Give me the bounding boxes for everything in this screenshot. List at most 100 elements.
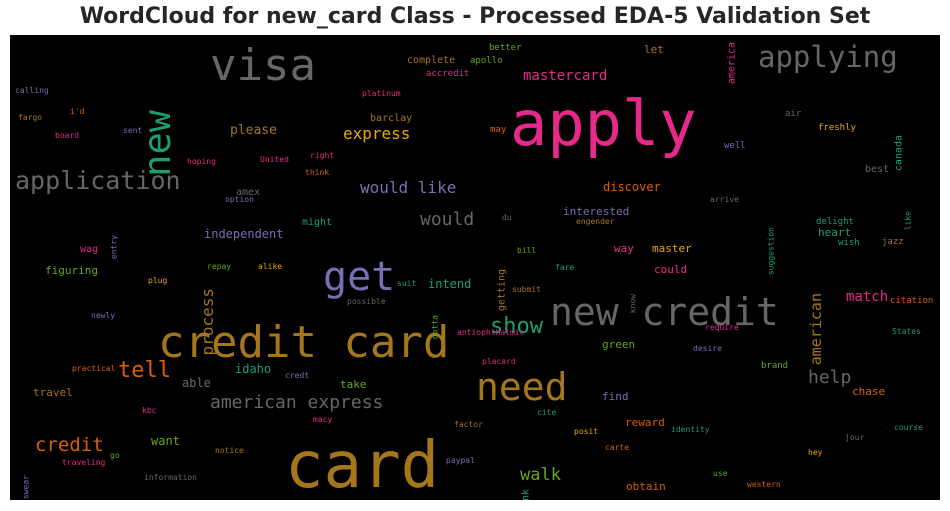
word-go: go: [110, 451, 120, 460]
word-option: option: [225, 195, 254, 204]
word-figuring: figuring: [45, 264, 98, 277]
word-amex: amex: [236, 187, 260, 198]
word-walk: walk: [520, 465, 561, 485]
wordcloud-canvas: card apply credit card new credit visa get nee…: [10, 35, 940, 500]
word-accredit: accredit: [426, 69, 469, 79]
word-engender: engender: [576, 217, 615, 226]
word-swear: swear: [22, 475, 31, 499]
word-america: america: [726, 42, 737, 84]
word-process: process: [198, 288, 217, 355]
word-mastercard: mastercard: [523, 68, 607, 84]
word-could: could: [654, 263, 687, 276]
word-kbc: kbc: [142, 406, 157, 415]
word-independent: independent: [204, 227, 283, 241]
word-repay: repay: [207, 262, 231, 271]
word-posit: posit: [574, 427, 598, 436]
word-apollo: apollo: [470, 56, 503, 66]
word-obtain: obtain: [626, 480, 666, 493]
word-getting: getting: [496, 269, 507, 311]
word-united: United: [260, 155, 289, 164]
word-reward: reward: [625, 416, 665, 429]
word-information: information: [144, 473, 197, 482]
word-practical: practical: [72, 364, 116, 373]
word-board: board: [55, 131, 79, 140]
word-let: let: [644, 43, 664, 56]
word-american-express: american express: [210, 392, 383, 413]
word-desire: desire: [693, 344, 722, 353]
word-hoping: hoping: [187, 157, 216, 166]
word-platinum: platinum: [362, 89, 401, 98]
word-du: du: [502, 213, 512, 222]
word-newly: newly: [91, 311, 115, 320]
word-card: card: [285, 429, 439, 500]
word-calling: calling: [15, 86, 49, 95]
word-best: best: [865, 164, 889, 175]
word-plug: plug: [148, 276, 167, 285]
word-citation: citation: [890, 296, 933, 306]
word-travel: travel: [33, 386, 73, 399]
word-suit: suit: [397, 279, 416, 288]
word-factor: factor: [454, 420, 483, 429]
word-arrive: arrive: [710, 195, 739, 204]
word-way: way: [614, 242, 634, 255]
word-new-credit: new credit: [550, 290, 779, 334]
word-barclay: barclay: [370, 113, 412, 124]
word-wish: wish: [838, 238, 860, 248]
word-macy: macy: [313, 415, 332, 424]
word-apply: apply: [510, 87, 697, 160]
word-new: new: [136, 109, 179, 177]
word-need: need: [476, 365, 568, 409]
word-like: like: [904, 211, 913, 230]
word-traveling: traveling: [62, 458, 106, 467]
word-visa: visa: [210, 40, 316, 91]
word-interested: interested: [563, 205, 629, 218]
word-jour: jour: [845, 433, 864, 442]
word-states: States: [892, 327, 921, 336]
word-intend: intend: [428, 277, 471, 291]
word-alike: alike: [258, 262, 282, 271]
word-credt: credt: [285, 371, 309, 380]
word-antiophthalmic: antiophthalmic: [457, 328, 525, 337]
word-show: show: [490, 314, 544, 339]
word-sent: sent: [123, 126, 142, 135]
word-may: may: [490, 125, 507, 135]
word-get: get: [323, 254, 395, 300]
word-well: well: [724, 141, 746, 151]
word-cite: cite: [537, 408, 556, 417]
word-air: air: [785, 109, 802, 119]
word-tell: tell: [118, 358, 171, 383]
word-carte: carte: [605, 443, 629, 452]
word-gotta: gotta: [431, 315, 440, 339]
word-jazz: jazz: [882, 237, 904, 247]
word-match: match: [846, 289, 888, 305]
word-course: course: [894, 423, 923, 432]
word-know: know: [629, 294, 638, 313]
word-might: might: [302, 217, 332, 228]
word-submit: submit: [512, 285, 541, 294]
word-better: better: [489, 43, 522, 53]
word-able: able: [182, 376, 211, 390]
word-credit: credit: [35, 434, 104, 456]
word-please: please: [230, 123, 277, 138]
word-identity: identity: [671, 425, 710, 434]
word-would-like: would like: [360, 178, 456, 197]
word-hey: hey: [808, 448, 823, 457]
word-green: green: [602, 338, 635, 351]
word-think: think: [305, 168, 329, 177]
word-require: require: [705, 323, 739, 332]
word-discover: discover: [603, 180, 661, 194]
word-master: master: [652, 242, 692, 255]
word-want: want: [151, 434, 180, 448]
word-possible: possible: [347, 297, 386, 306]
word-application: application: [15, 166, 181, 195]
word-entry: entry: [110, 235, 119, 259]
word-paypal: paypal: [446, 456, 475, 465]
word-heart: heart: [818, 226, 851, 239]
word-western: western: [747, 480, 781, 489]
word-canada: canada: [893, 135, 904, 171]
word-brand: brand: [761, 361, 788, 371]
word-notice: notice: [215, 446, 244, 455]
word-use: use: [713, 469, 728, 478]
word-freshly: freshly: [818, 123, 857, 133]
wordcloud-background: [10, 35, 940, 500]
